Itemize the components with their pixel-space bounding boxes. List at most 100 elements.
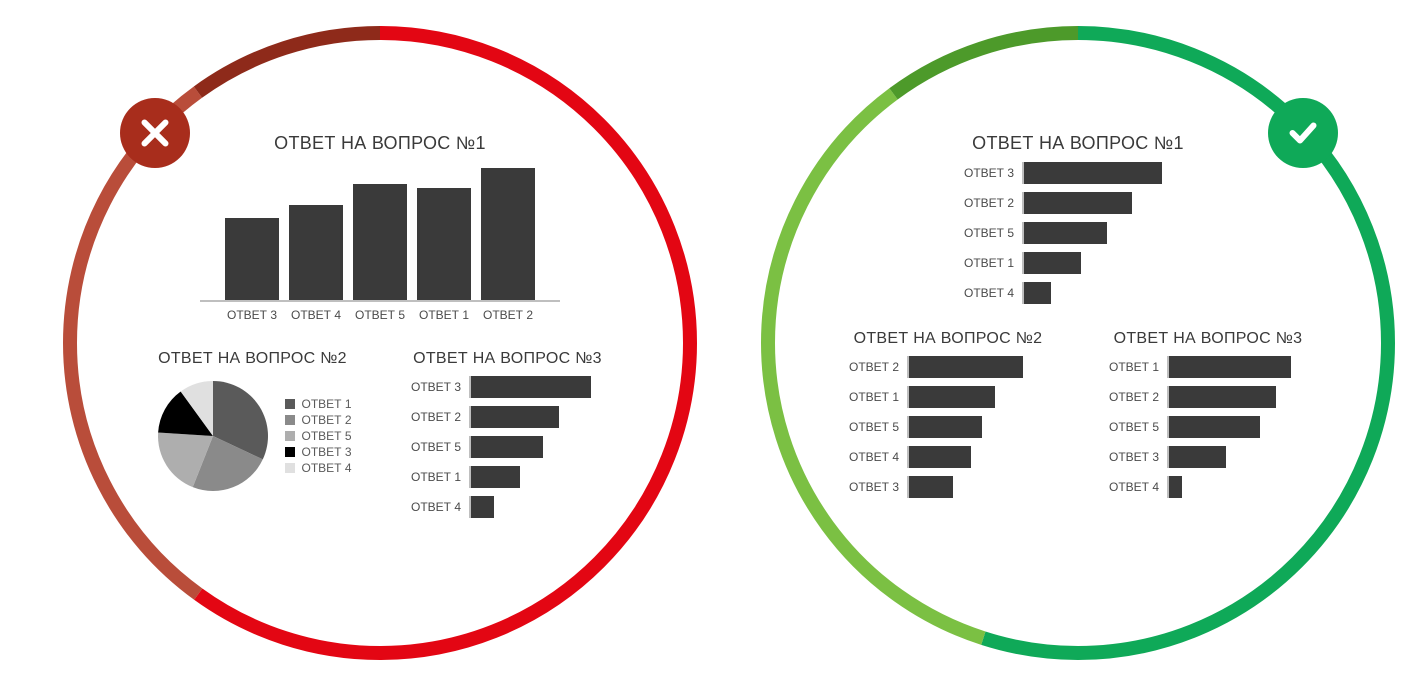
hbar-track xyxy=(469,406,599,428)
vertical-bar-label: ОТВЕТ 3 xyxy=(225,308,279,322)
pie-svg xyxy=(153,376,273,496)
legend-label: ОТВЕТ 4 xyxy=(301,461,351,475)
right-chart2: ОТВЕТ НА ВОПРОС №2 ОТВЕТ 2ОТВЕТ 1ОТВЕТ 5… xyxy=(833,330,1063,498)
hbar-label: ОТВЕТ 2 xyxy=(833,360,899,374)
hbar-fill xyxy=(1169,386,1276,408)
hbar-track xyxy=(1167,386,1297,408)
hbar-fill xyxy=(1024,162,1162,184)
hbar-fill xyxy=(1024,252,1081,274)
hbar-track xyxy=(907,356,1037,378)
chart-pie: ОТВЕТ НА ВОПРОС №2 ОТВЕТ 1ОТВЕТ 2ОТВЕТ 5… xyxy=(140,350,365,518)
hbar-row: ОТВЕТ 3 xyxy=(948,162,1208,184)
right-panel: ОТВЕТ НА ВОПРОС №1 ОТВЕТ 3 ОТВЕТ 2 ОТВЕТ 5… xyxy=(758,23,1398,663)
chart1-title: ОТВЕТ НА ВОПРОС №1 xyxy=(140,133,620,154)
vertical-bar xyxy=(481,168,535,300)
hbars-r1: ОТВЕТ 3 ОТВЕТ 2 ОТВЕТ 5 ОТВЕТ 1 ОТВЕТ 4 xyxy=(948,162,1208,304)
legend-item: ОТВЕТ 5 xyxy=(285,429,351,443)
vertical-bar-label: ОТВЕТ 4 xyxy=(289,308,343,322)
hbar-row: ОТВЕТ 1 xyxy=(948,252,1208,274)
hbar-track xyxy=(1022,252,1172,274)
hbar-label: ОТВЕТ 3 xyxy=(1093,450,1159,464)
hbar-label: ОТВЕТ 3 xyxy=(395,380,461,394)
hbar-label: ОТВЕТ 2 xyxy=(1093,390,1159,404)
hbars-r2: ОТВЕТ 2ОТВЕТ 1ОТВЕТ 5ОТВЕТ 4ОТВЕТ 3 xyxy=(833,356,1063,498)
hbar-label: ОТВЕТ 1 xyxy=(948,256,1014,270)
hbar-label: ОТВЕТ 1 xyxy=(1093,360,1159,374)
hbar-row: ОТВЕТ 2 xyxy=(948,192,1208,214)
legend-swatch xyxy=(285,399,295,409)
right-content: ОТВЕТ НА ВОПРОС №1 ОТВЕТ 3 ОТВЕТ 2 ОТВЕТ 5… xyxy=(758,23,1398,663)
hbar-fill xyxy=(909,476,953,498)
chart3-title: ОТВЕТ НА ВОПРОС №3 xyxy=(395,350,620,368)
legend-label: ОТВЕТ 1 xyxy=(301,397,351,411)
hbar-fill xyxy=(1169,356,1291,378)
vertical-bar-label: ОТВЕТ 5 xyxy=(353,308,407,322)
chart-hbar-left3: ОТВЕТ НА ВОПРОС №3 ОТВЕТ 3 ОТВЕТ 2 ОТВЕТ 5… xyxy=(395,350,620,518)
legend-swatch xyxy=(285,415,295,425)
hbar-track xyxy=(1167,476,1297,498)
hbar-label: ОТВЕТ 4 xyxy=(833,450,899,464)
hbar-row: ОТВЕТ 2 xyxy=(833,356,1063,378)
hbar-fill xyxy=(471,436,543,458)
vertical-bar xyxy=(417,188,471,300)
left-content: ОТВЕТ НА ВОПРОС №1 ОТВЕТ 3 ОТВЕТ 4 ОТВЕТ 5… xyxy=(60,23,700,663)
left-panel: ОТВЕТ НА ВОПРОС №1 ОТВЕТ 3 ОТВЕТ 4 ОТВЕТ 5… xyxy=(60,23,700,663)
hbar-track xyxy=(1167,446,1297,468)
right-chart3: ОТВЕТ НА ВОПРОС №3 ОТВЕТ 1 ОТВЕТ 2 ОТВЕТ 5… xyxy=(1093,330,1323,498)
vertical-bar xyxy=(289,205,343,300)
hbar-row: ОТВЕТ 2 xyxy=(1093,386,1323,408)
hbar-label: ОТВЕТ 5 xyxy=(1093,420,1159,434)
right-chart3-title: ОТВЕТ НА ВОПРОС №3 xyxy=(1093,330,1323,348)
hbar-fill xyxy=(471,406,559,428)
hbar-row: ОТВЕТ 3 xyxy=(1093,446,1323,468)
hbar-label: ОТВЕТ 5 xyxy=(395,440,461,454)
hbar-row: ОТВЕТ 2 xyxy=(395,406,620,428)
hbar-track xyxy=(469,376,599,398)
hbar-row: ОТВЕТ 4 xyxy=(833,446,1063,468)
hbar-track xyxy=(1022,222,1172,244)
hbar-track xyxy=(907,446,1037,468)
hbar-track xyxy=(1022,162,1172,184)
hbar-track xyxy=(1167,356,1297,378)
hbar-track xyxy=(1022,282,1172,304)
right-chart1-title: ОТВЕТ НА ВОПРОС №1 xyxy=(948,133,1208,154)
hbar-label: ОТВЕТ 2 xyxy=(948,196,1014,210)
vertical-bars xyxy=(200,162,560,302)
hbar-fill xyxy=(909,386,995,408)
hbar-fill xyxy=(1024,282,1051,304)
hbar-fill xyxy=(1169,416,1260,438)
right-chart1: ОТВЕТ НА ВОПРОС №1 ОТВЕТ 3 ОТВЕТ 2 ОТВЕТ 5… xyxy=(948,133,1208,304)
hbar-row: ОТВЕТ 5 xyxy=(948,222,1208,244)
hbar-row: ОТВЕТ 5 xyxy=(395,436,620,458)
pie-legend: ОТВЕТ 1 ОТВЕТ 2 ОТВЕТ 5 ОТВЕТ 3 ОТВЕТ 4 xyxy=(285,395,351,477)
hbar-fill xyxy=(909,356,1023,378)
hbar-track xyxy=(1022,192,1172,214)
hbar-fill xyxy=(1024,192,1132,214)
hbar-fill xyxy=(1024,222,1107,244)
vertical-bar xyxy=(225,218,279,300)
hbar-fill xyxy=(471,376,591,398)
hbar-row: ОТВЕТ 4 xyxy=(1093,476,1323,498)
hbar-track xyxy=(469,466,599,488)
hbar-row: ОТВЕТ 5 xyxy=(1093,416,1323,438)
hbar-fill xyxy=(1169,446,1226,468)
hbar-row: ОТВЕТ 3 xyxy=(833,476,1063,498)
hbar-track xyxy=(907,416,1037,438)
hbar-track xyxy=(469,436,599,458)
hbar-row: ОТВЕТ 4 xyxy=(948,282,1208,304)
legend-label: ОТВЕТ 5 xyxy=(301,429,351,443)
vertical-bar-labels: ОТВЕТ 3ОТВЕТ 4ОТВЕТ 5ОТВЕТ 1ОТВЕТ 2 xyxy=(200,308,560,322)
hbar-fill xyxy=(909,446,971,468)
hbars-r3: ОТВЕТ 1 ОТВЕТ 2 ОТВЕТ 5 ОТВЕТ 3 ОТВЕТ 4 xyxy=(1093,356,1323,498)
hbar-track xyxy=(907,386,1037,408)
chart-vertical: ОТВЕТ НА ВОПРОС №1 ОТВЕТ 3 ОТВЕТ 4 ОТВЕТ 5… xyxy=(140,133,620,322)
right-chart2-title: ОТВЕТ НА ВОПРОС №2 xyxy=(833,330,1063,348)
legend-item: ОТВЕТ 3 xyxy=(285,445,351,459)
hbar-label: ОТВЕТ 1 xyxy=(395,470,461,484)
hbar-label: ОТВЕТ 4 xyxy=(1093,480,1159,494)
hbar-track xyxy=(907,476,1037,498)
hbar-row: ОТВЕТ 1 xyxy=(1093,356,1323,378)
hbar-row: ОТВЕТ 3 xyxy=(395,376,620,398)
hbar-row: ОТВЕТ 4 xyxy=(395,496,620,518)
legend-item: ОТВЕТ 2 xyxy=(285,413,351,427)
